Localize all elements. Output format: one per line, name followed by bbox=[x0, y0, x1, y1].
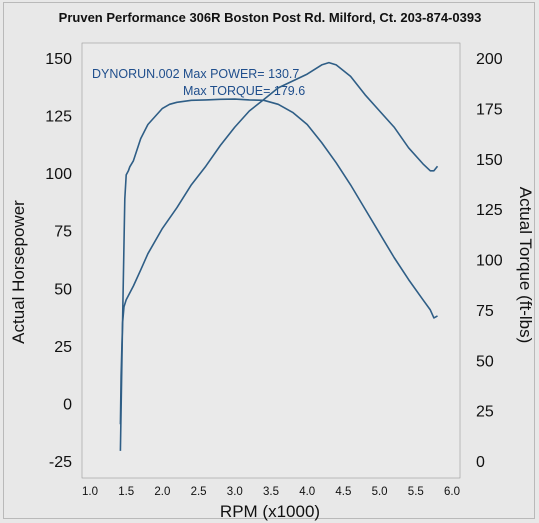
x-axis-title: RPM (x1000) bbox=[220, 502, 320, 521]
x-tick-label-9: 5.5 bbox=[408, 486, 424, 498]
x-tick-label-7: 4.5 bbox=[335, 486, 351, 498]
y-right-tick-label-1: 175 bbox=[476, 101, 503, 118]
y-left-tick-label-2: 100 bbox=[45, 166, 72, 183]
horsepower-curve bbox=[119, 61, 439, 425]
y-left-tick-label-4: 50 bbox=[54, 281, 72, 298]
chart-title: Pruven Performance 306R Boston Post Rd. … bbox=[59, 10, 482, 25]
x-tick-label-6: 4.0 bbox=[299, 486, 315, 498]
x-tick-label-8: 5.0 bbox=[372, 486, 388, 498]
annotation-max-power: DYNORUN.002 Max POWER= 130.7 bbox=[92, 67, 299, 81]
annotation-max-torque: Max TORQUE= 179.6 bbox=[183, 84, 305, 98]
x-tick-label-5: 3.5 bbox=[263, 486, 279, 498]
plot-area bbox=[81, 42, 461, 479]
y-axis-right-title: Actual Torque (ft-lbs) bbox=[516, 187, 535, 344]
y-right-tick-label-6: 50 bbox=[476, 353, 494, 370]
y-left-tick-label-6: 0 bbox=[63, 396, 72, 413]
y-axis-left-title: Actual Horsepower bbox=[9, 200, 28, 344]
y-left-tick-label-1: 125 bbox=[45, 109, 72, 126]
x-tick-label-4: 3.0 bbox=[227, 486, 243, 498]
x-tick-label-1: 1.5 bbox=[118, 486, 134, 498]
y-left-tick-label-5: 25 bbox=[54, 339, 72, 356]
x-tick-label-10: 6.0 bbox=[444, 486, 460, 498]
tick-labels: 1.0 1.5 2.0 2.5 3.0 3.5 4.0 4.5 5.0 5.5 6.0 150 125 1… bbox=[45, 51, 503, 498]
y-left-tick-label-0: 150 bbox=[45, 51, 72, 68]
y-right-tick-label-8: 0 bbox=[476, 454, 485, 471]
x-tick-label-0: 1.0 bbox=[82, 486, 98, 498]
chart-frame bbox=[3, 2, 535, 519]
series-lines bbox=[119, 61, 439, 451]
torque-curve bbox=[119, 98, 438, 451]
y-right-tick-label-4: 100 bbox=[476, 253, 503, 270]
y-right-tick-label-2: 150 bbox=[476, 152, 503, 169]
y-right-tick-label-5: 75 bbox=[476, 303, 494, 320]
x-tick-label-3: 2.5 bbox=[191, 486, 207, 498]
y-left-tick-label-7: -25 bbox=[49, 454, 72, 471]
y-right-tick-label-3: 125 bbox=[476, 202, 503, 219]
y-left-tick-label-3: 75 bbox=[54, 224, 72, 241]
x-tick-label-2: 2.0 bbox=[154, 486, 170, 498]
y-right-tick-label-0: 200 bbox=[476, 51, 503, 68]
y-right-tick-label-7: 25 bbox=[476, 404, 494, 421]
